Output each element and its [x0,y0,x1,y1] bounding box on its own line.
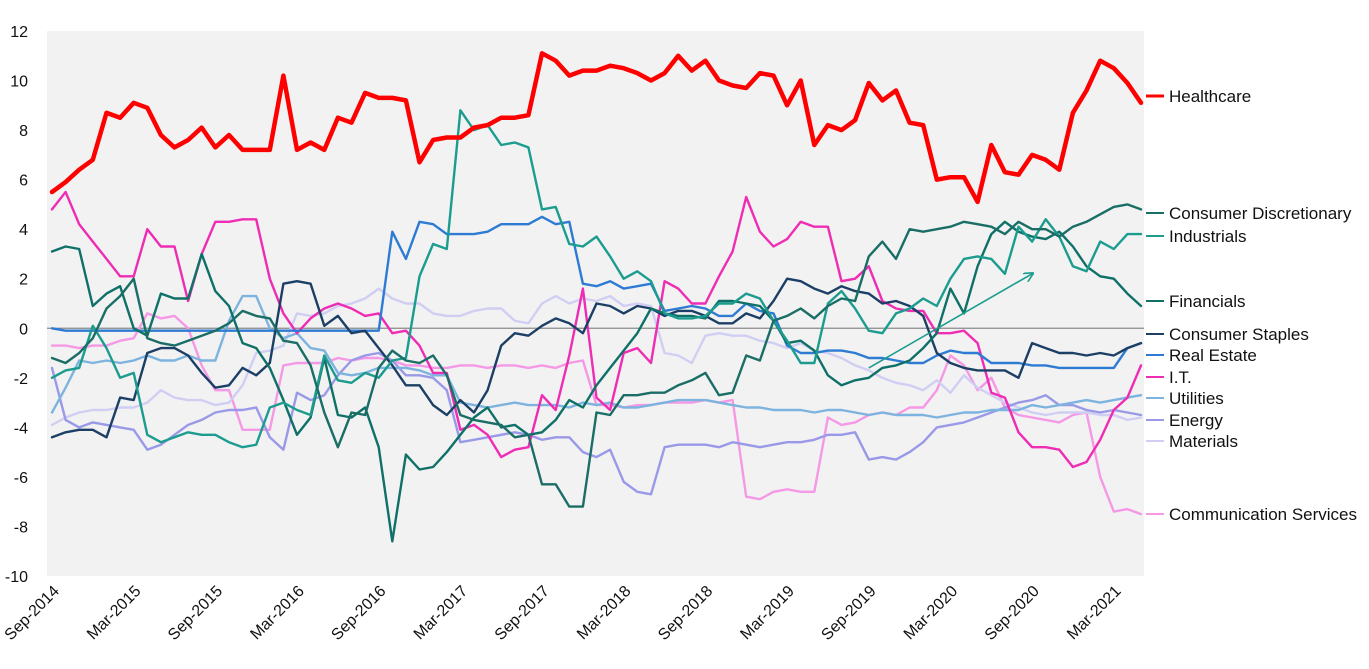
x-tick-label: Mar-2019 [737,583,798,644]
y-tick-label: -8 [14,519,28,536]
x-tick-label: Sep-2019 [818,583,879,644]
y-tick-label: 12 [10,24,28,41]
x-tick-label: Mar-2015 [84,583,145,644]
series-line-consumer-staples [50,277,1143,439]
x-tick-label: Sep-2018 [655,583,716,644]
legend-label-industrials: Industrials [1169,227,1246,246]
y-tick-label: -6 [14,470,28,487]
series-line-industrials [50,109,1143,449]
x-tick-label: Mar-2021 [1064,583,1125,644]
x-tick-label: Mar-2016 [247,583,308,644]
legend-label-i-t: I.T. [1169,368,1192,387]
series-line-energy [50,351,1143,496]
y-tick-label: -10 [5,569,28,586]
legend-label-healthcare: Healthcare [1169,87,1251,106]
legend-label-energy: Energy [1169,411,1223,430]
legend-label-communication-services: Communication Services [1169,505,1357,524]
x-tick-label: Sep-2017 [492,583,553,644]
y-tick-label: 6 [19,173,28,190]
x-tick-label: Mar-2018 [574,583,635,644]
y-tick-label: 8 [19,123,28,140]
legend-label-real-estate: Real Estate [1169,346,1257,365]
x-tick-label: Mar-2020 [901,583,962,644]
x-tick-label: Sep-2015 [165,583,226,644]
legend-label-materials: Materials [1169,432,1238,451]
legend-label-consumer-staples: Consumer Staples [1169,325,1309,344]
y-tick-label: -4 [14,420,28,437]
x-tick-label: Sep-2016 [328,583,389,644]
x-tick-label: Sep-2020 [982,583,1043,644]
legend-label-consumer-discretionary: Consumer Discretionary [1169,204,1352,223]
y-tick-label: 10 [10,74,28,91]
legend-label-utilities: Utilities [1169,389,1224,408]
series-line-materials [50,287,1143,427]
series-line-utilities [50,294,1143,419]
series-line-real-estate [50,215,1143,370]
x-tick-label: Mar-2017 [411,583,472,644]
y-tick-label: 2 [19,272,28,289]
legend-label-financials: Financials [1169,292,1246,311]
series-line-healthcare [49,51,1144,205]
y-tick-label: 0 [19,321,28,338]
series-line-i-t [50,190,1143,469]
annotation-arrow [868,274,1032,369]
y-tick-label: -2 [14,371,28,388]
y-tick-label: 4 [19,222,28,239]
x-tick-label: Sep-2014 [2,583,63,644]
series-line-consumer-discretionary [50,203,1143,508]
